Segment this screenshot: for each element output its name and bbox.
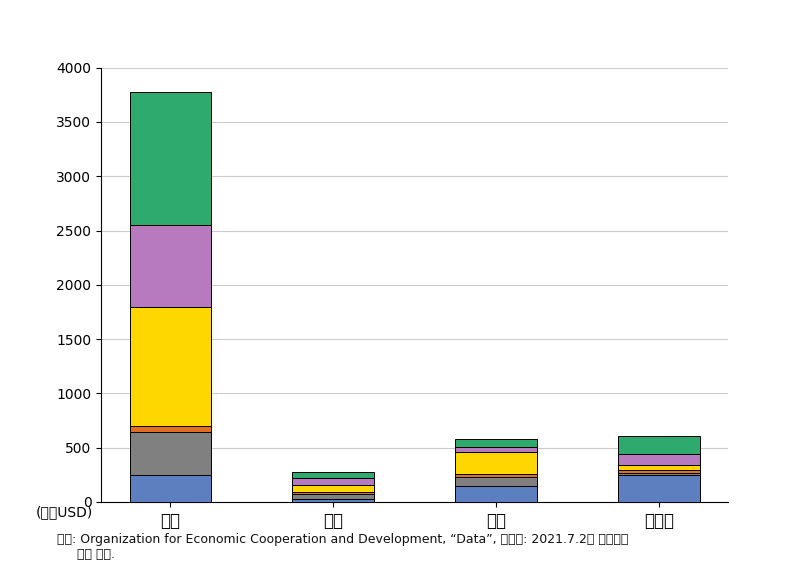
Bar [129, 225, 211, 307]
Bar [293, 495, 374, 499]
Bar [455, 474, 536, 477]
Text: (백만USD): (백만USD) [36, 505, 93, 519]
Bar [455, 486, 536, 502]
Bar [618, 470, 700, 473]
Bar [129, 91, 211, 225]
Bar [618, 436, 700, 454]
Bar [129, 433, 211, 475]
Bar [129, 426, 211, 433]
Bar [293, 472, 374, 478]
Bar [455, 477, 536, 486]
Bar [129, 307, 211, 426]
Bar [129, 475, 211, 502]
Bar [293, 478, 374, 484]
Bar [293, 499, 374, 502]
Bar [618, 473, 700, 475]
Text: 저자 작성.: 저자 작성. [57, 548, 115, 561]
Bar [618, 475, 700, 502]
Bar [618, 465, 700, 470]
Bar [455, 439, 536, 447]
Bar [293, 484, 374, 492]
Bar [293, 492, 374, 495]
Bar [455, 452, 536, 474]
Text: 자료: Organization for Economic Cooperation and Development, “Data”, 검색일: 2021.7.2: 자료: Organization for Economic Cooperatio… [57, 533, 628, 546]
Bar [455, 447, 536, 452]
Bar [618, 454, 700, 465]
